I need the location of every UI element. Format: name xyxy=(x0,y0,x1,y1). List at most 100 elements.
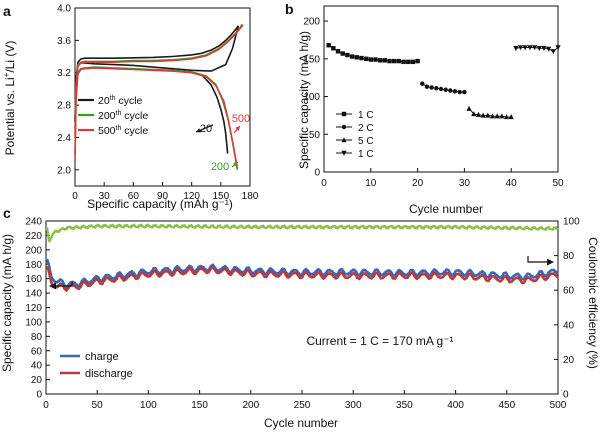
b-legend-marker-1 xyxy=(341,124,347,130)
panel-label-a: a xyxy=(3,3,11,19)
b-xtick-label-4: 40 xyxy=(506,178,518,189)
c-xtick-label-9: 450 xyxy=(498,400,515,411)
b-point xyxy=(396,58,402,64)
b-point xyxy=(503,114,510,120)
c-xtick-label-1: 50 xyxy=(92,400,104,411)
c-ylabel-right: Coulombic efficiency (%) xyxy=(586,237,600,369)
b-ytick-label-4: 200 xyxy=(303,17,320,28)
b-point xyxy=(415,58,420,64)
panel-b: b 0 10 20 30 40 50 0 50 100 150 200 1 C 2 C 5 C 1 C Cy… xyxy=(285,1,564,216)
c-arrow-left-head xyxy=(49,282,56,290)
b-series-line-2 xyxy=(468,108,512,118)
b-point xyxy=(527,45,533,51)
c-ylabel-left: Specific capacity (mA h/g) xyxy=(0,234,14,372)
a-legend-sup: th xyxy=(110,95,116,102)
c-discharge-series xyxy=(45,265,559,292)
a-annot-500: 500 xyxy=(232,113,250,125)
a-legend-num: 20 xyxy=(98,95,110,107)
a-xtick-label-5: 150 xyxy=(212,191,229,202)
b-point xyxy=(499,113,505,119)
c-ytick-left-label-7: 140 xyxy=(25,289,42,300)
c-ytick-left-label-12: 240 xyxy=(25,217,42,228)
a-ytick-label-3: 3.2 xyxy=(57,68,71,79)
b-frame xyxy=(323,5,559,173)
a-legend-num: 200 xyxy=(98,110,116,122)
b-xlabel: Cycle number xyxy=(409,202,483,216)
a-xtick-label-3: 90 xyxy=(157,191,169,202)
c-efficiency-series xyxy=(45,223,559,243)
panel-c: c 0 50 100 150 200 250 300 350 400 450 50002040608… xyxy=(0,205,600,430)
b-point xyxy=(349,54,355,59)
a-arrow-500-head xyxy=(235,126,240,131)
c-ytick-left-label-0: 0 xyxy=(36,390,42,401)
b-point xyxy=(452,89,458,94)
a-legend-sup: th xyxy=(116,110,122,117)
b-point xyxy=(424,84,430,89)
a-ytick-label-1: 2.4 xyxy=(57,133,71,144)
c-arrow-right xyxy=(527,256,548,263)
c-xtick-label-8: 400 xyxy=(447,400,464,411)
b-point xyxy=(359,55,364,61)
c-ytick-left-label-3: 60 xyxy=(31,346,43,357)
c-ytick-left-label-8: 160 xyxy=(25,274,42,285)
c-ytick-left-label-6: 120 xyxy=(25,303,42,314)
c-ytick-right-label-2: 40 xyxy=(563,320,575,331)
b-point xyxy=(392,58,397,64)
b-point xyxy=(373,57,378,62)
a-series-line-5 xyxy=(74,24,244,138)
c-ytick-left-label-2: 40 xyxy=(31,361,43,372)
a-series-line-2 xyxy=(200,73,229,154)
b-point xyxy=(429,85,434,90)
b-point xyxy=(532,45,538,51)
a-legend-rest: cycle xyxy=(121,110,148,122)
c-xtick-label-5: 250 xyxy=(294,400,311,411)
b-point xyxy=(494,113,500,119)
a-legend-label-2: 500th cycle xyxy=(98,125,148,137)
b-point xyxy=(480,112,486,118)
a-xtick-label-1: 30 xyxy=(99,191,111,202)
b-point xyxy=(513,46,519,52)
b-point xyxy=(377,58,383,63)
b-series-line-3 xyxy=(515,47,559,52)
b-point xyxy=(522,45,528,51)
b-xtick-label-1: 10 xyxy=(365,178,377,189)
c-ytick-left-label-9: 180 xyxy=(25,260,42,271)
b-point xyxy=(448,88,453,93)
a-ylabel: Potential vs. Li+/Li (V) xyxy=(2,41,17,156)
b-point xyxy=(517,45,524,51)
b-point xyxy=(485,112,491,118)
c-xtick-label-7: 350 xyxy=(396,400,413,411)
a-legend-rest: cycle xyxy=(121,125,148,137)
a-legend-label-1: 200th cycle xyxy=(98,110,148,122)
b-legend-label-0: 1 C xyxy=(358,110,374,121)
b-point xyxy=(326,43,331,48)
c-ytick-left-label-5: 100 xyxy=(25,317,42,328)
a-arrow-200-head xyxy=(233,162,238,167)
b-point xyxy=(462,89,467,95)
panel-label-b: b xyxy=(285,1,294,17)
b-point xyxy=(382,58,388,63)
b-point xyxy=(434,86,439,91)
a-legend-sup: th xyxy=(116,125,122,132)
b-point xyxy=(546,46,552,52)
b-point xyxy=(471,111,477,117)
b-point xyxy=(550,49,556,55)
a-arrow-20-head xyxy=(196,128,201,133)
b-point xyxy=(438,86,444,92)
b-point xyxy=(406,59,411,65)
a-legend-rest: cycle xyxy=(116,95,143,107)
b-point xyxy=(475,111,482,117)
a-series-line-0 xyxy=(74,25,239,122)
b-point xyxy=(354,55,359,60)
c-arrow-right-head xyxy=(547,258,554,266)
a-xtick-label-6: 180 xyxy=(242,191,259,202)
a-xtick-label-0: 0 xyxy=(72,191,78,202)
b-point xyxy=(410,59,416,65)
b-point xyxy=(335,49,341,54)
a-ytick-label-5: 4.0 xyxy=(57,4,71,15)
a-legend-num: 500 xyxy=(98,125,116,137)
c-arrow-left xyxy=(54,282,73,287)
a-xtick-label-2: 60 xyxy=(128,191,140,202)
